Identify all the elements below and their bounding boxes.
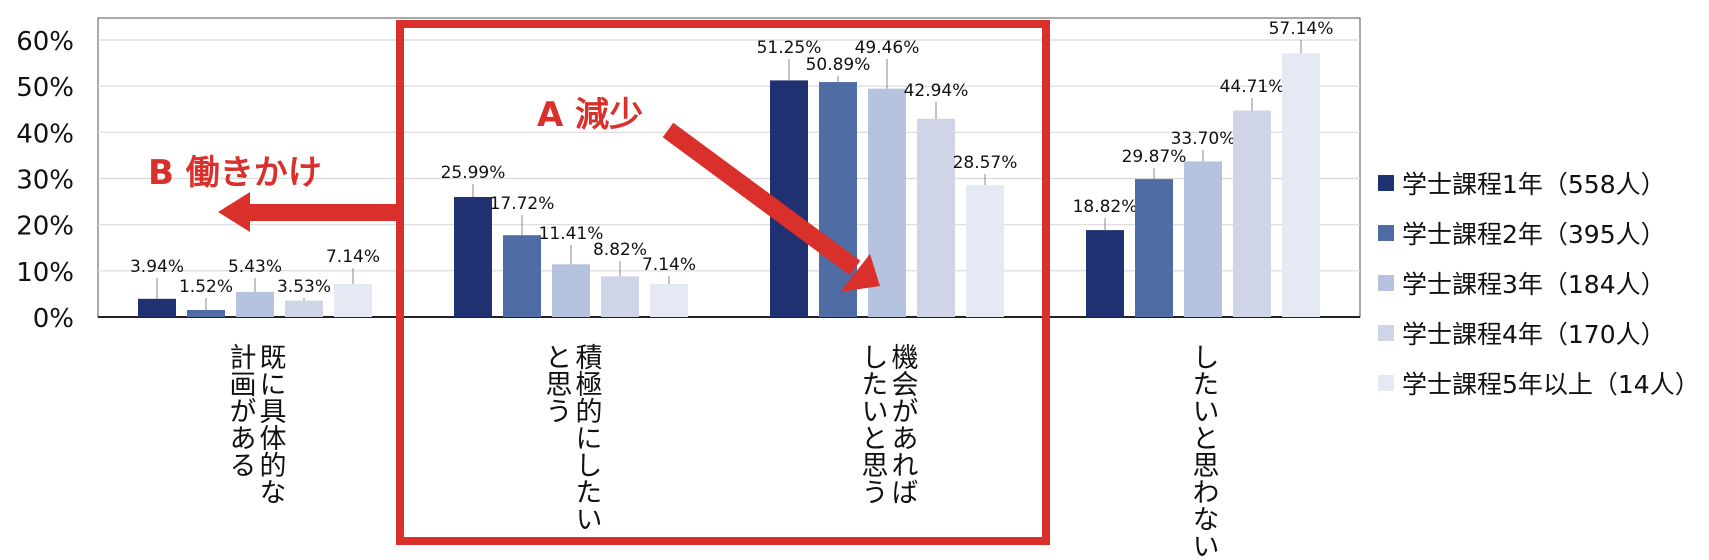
- arrow-a-head: [840, 254, 880, 292]
- annotation-b-label: B 働きかけ: [148, 153, 322, 193]
- category-label: と思う: [541, 343, 572, 424]
- bar: [917, 118, 955, 317]
- category-label: 機会があれば: [887, 343, 919, 505]
- value-label: 29.87%: [1122, 147, 1187, 167]
- value-label: 49.46%: [855, 38, 920, 58]
- bar: [1233, 110, 1271, 317]
- bar: [334, 284, 372, 317]
- category-label: したいと思わない: [1188, 343, 1219, 556]
- legend-swatch: [1378, 175, 1394, 191]
- value-label: 25.99%: [441, 163, 506, 183]
- y-tick-label: 30%: [16, 166, 74, 196]
- value-label: 28.57%: [953, 153, 1018, 173]
- bar: [601, 276, 639, 317]
- value-label: 3.53%: [277, 277, 331, 297]
- value-label: 33.70%: [1171, 129, 1236, 149]
- legend-swatch: [1378, 325, 1394, 341]
- legend-item: 学士課程3年（184人）: [1378, 258, 1700, 308]
- bar: [1086, 230, 1124, 317]
- bar: [1282, 53, 1320, 317]
- arrow-b-head: [218, 192, 250, 232]
- value-label: 51.25%: [757, 38, 822, 58]
- bar: [1184, 161, 1222, 317]
- legend-label: 学士課程4年（170人）: [1402, 320, 1666, 349]
- value-label: 57.14%: [1269, 19, 1334, 39]
- bar: [650, 284, 688, 317]
- value-label: 7.14%: [326, 247, 380, 267]
- value-label: 42.94%: [904, 81, 969, 101]
- arrow-a-shaft: [662, 122, 861, 276]
- value-label: 44.71%: [1220, 77, 1285, 97]
- legend-swatch: [1378, 225, 1394, 241]
- value-label: 17.72%: [490, 194, 555, 214]
- value-label: 11.41%: [539, 224, 604, 244]
- value-label: 3.94%: [130, 257, 184, 277]
- bar: [770, 80, 808, 317]
- highlight-box: [396, 20, 1050, 545]
- legend-label: 学士課程5年以上（14人）: [1402, 370, 1700, 399]
- legend-label: 学士課程3年（184人）: [1402, 270, 1666, 299]
- bar: [236, 291, 274, 317]
- bar: [503, 235, 541, 317]
- y-tick-label: 10%: [16, 258, 74, 288]
- category-label: したいと思う: [857, 343, 888, 505]
- category-label: 積極的にしたい: [571, 343, 603, 532]
- legend-item: 学士課程2年（395人）: [1378, 208, 1700, 258]
- y-tick-label: 0%: [33, 304, 74, 334]
- bar: [285, 300, 323, 317]
- arrow-b-shaft: [248, 204, 401, 221]
- y-tick-label: 40%: [16, 119, 74, 149]
- legend-item: 学士課程5年以上（14人）: [1378, 358, 1700, 408]
- bar: [138, 298, 176, 317]
- bar: [1135, 179, 1173, 317]
- legend-item: 学士課程1年（558人）: [1378, 158, 1700, 208]
- bar: [454, 197, 492, 317]
- legend-item: 学士課程4年（170人）: [1378, 308, 1700, 358]
- value-label: 5.43%: [228, 257, 282, 277]
- category-label: 計画がある: [225, 343, 256, 478]
- bar: [819, 82, 857, 317]
- y-tick-label: 50%: [16, 73, 74, 103]
- value-label: 18.82%: [1073, 197, 1138, 217]
- category-label: 既に具体的な: [255, 343, 287, 505]
- legend-swatch: [1378, 275, 1394, 291]
- legend-label: 学士課程1年（558人）: [1402, 170, 1666, 199]
- value-label: 8.82%: [593, 240, 647, 260]
- chart-legend: 学士課程1年（558人） 学士課程2年（395人） 学士課程3年（184人） 学士課程…: [1378, 158, 1700, 408]
- legend-swatch: [1378, 375, 1394, 391]
- bar: [966, 185, 1004, 317]
- y-tick-label: 20%: [16, 212, 74, 242]
- y-tick-label: 60%: [16, 27, 74, 57]
- bar: [552, 264, 590, 317]
- value-label: 7.14%: [642, 255, 696, 275]
- bar: [187, 309, 225, 317]
- legend-label: 学士課程2年（395人）: [1402, 220, 1666, 249]
- value-label: 50.89%: [806, 55, 871, 75]
- value-label: 1.52%: [179, 277, 233, 297]
- annotation-a-label: A 減少: [537, 95, 643, 135]
